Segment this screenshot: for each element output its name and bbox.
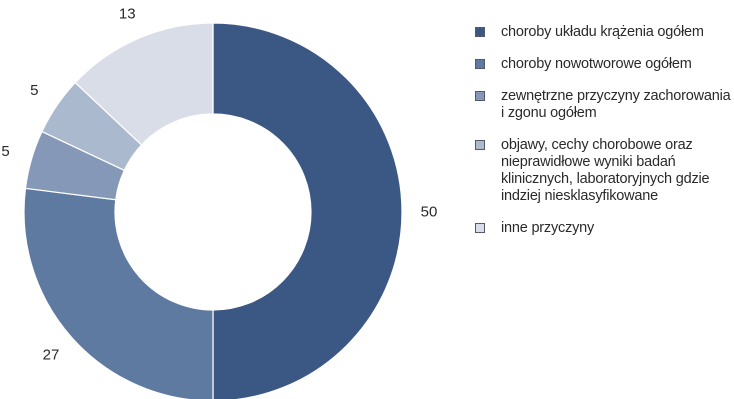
data-label-circulatory: 50 [421, 204, 438, 221]
legend: choroby układu krążenia ogółem choroby n… [474, 24, 734, 252]
slice-circulatory [212, 22, 403, 399]
legend-label-circulatory: choroby układu krążenia ogółem [501, 24, 704, 40]
legend-swatch-symptoms [475, 140, 485, 150]
legend-swatch-cancer [475, 59, 485, 69]
legend-item-cancer: choroby nowotworowe ogółem [474, 56, 734, 73]
legend-item-other: inne przyczyny [474, 220, 734, 237]
data-label-cancer: 27 [43, 346, 60, 363]
legend-swatch-external-causes [475, 91, 485, 101]
slice-other [74, 22, 214, 146]
data-label-symptoms: 5 [30, 82, 38, 99]
legend-item-external-causes: zewnętrzne przyczyny zachorowania i zgon… [474, 88, 734, 122]
data-label-external-causes: 5 [1, 143, 9, 160]
legend-label-cancer: choroby nowotworowe ogółem [501, 56, 692, 72]
legend-item-circulatory: choroby układu krążenia ogółem [474, 24, 734, 41]
donut-slices [23, 22, 403, 399]
legend-item-symptoms: objawy, cechy chorobowe oraz nieprawidło… [474, 137, 734, 205]
data-label-other: 13 [119, 5, 136, 22]
legend-swatch-circulatory [475, 27, 485, 37]
data-labels: 50 27 5 5 13 [1, 5, 437, 363]
legend-label-symptoms: objawy, cechy chorobowe oraz nieprawidło… [501, 137, 710, 204]
slice-cancer [23, 187, 214, 399]
legend-label-other: inne przyczyny [501, 220, 595, 236]
legend-label-external-causes: zewnętrzne przyczyny zachorowania i zgon… [501, 88, 731, 121]
legend-swatch-other [475, 223, 485, 233]
